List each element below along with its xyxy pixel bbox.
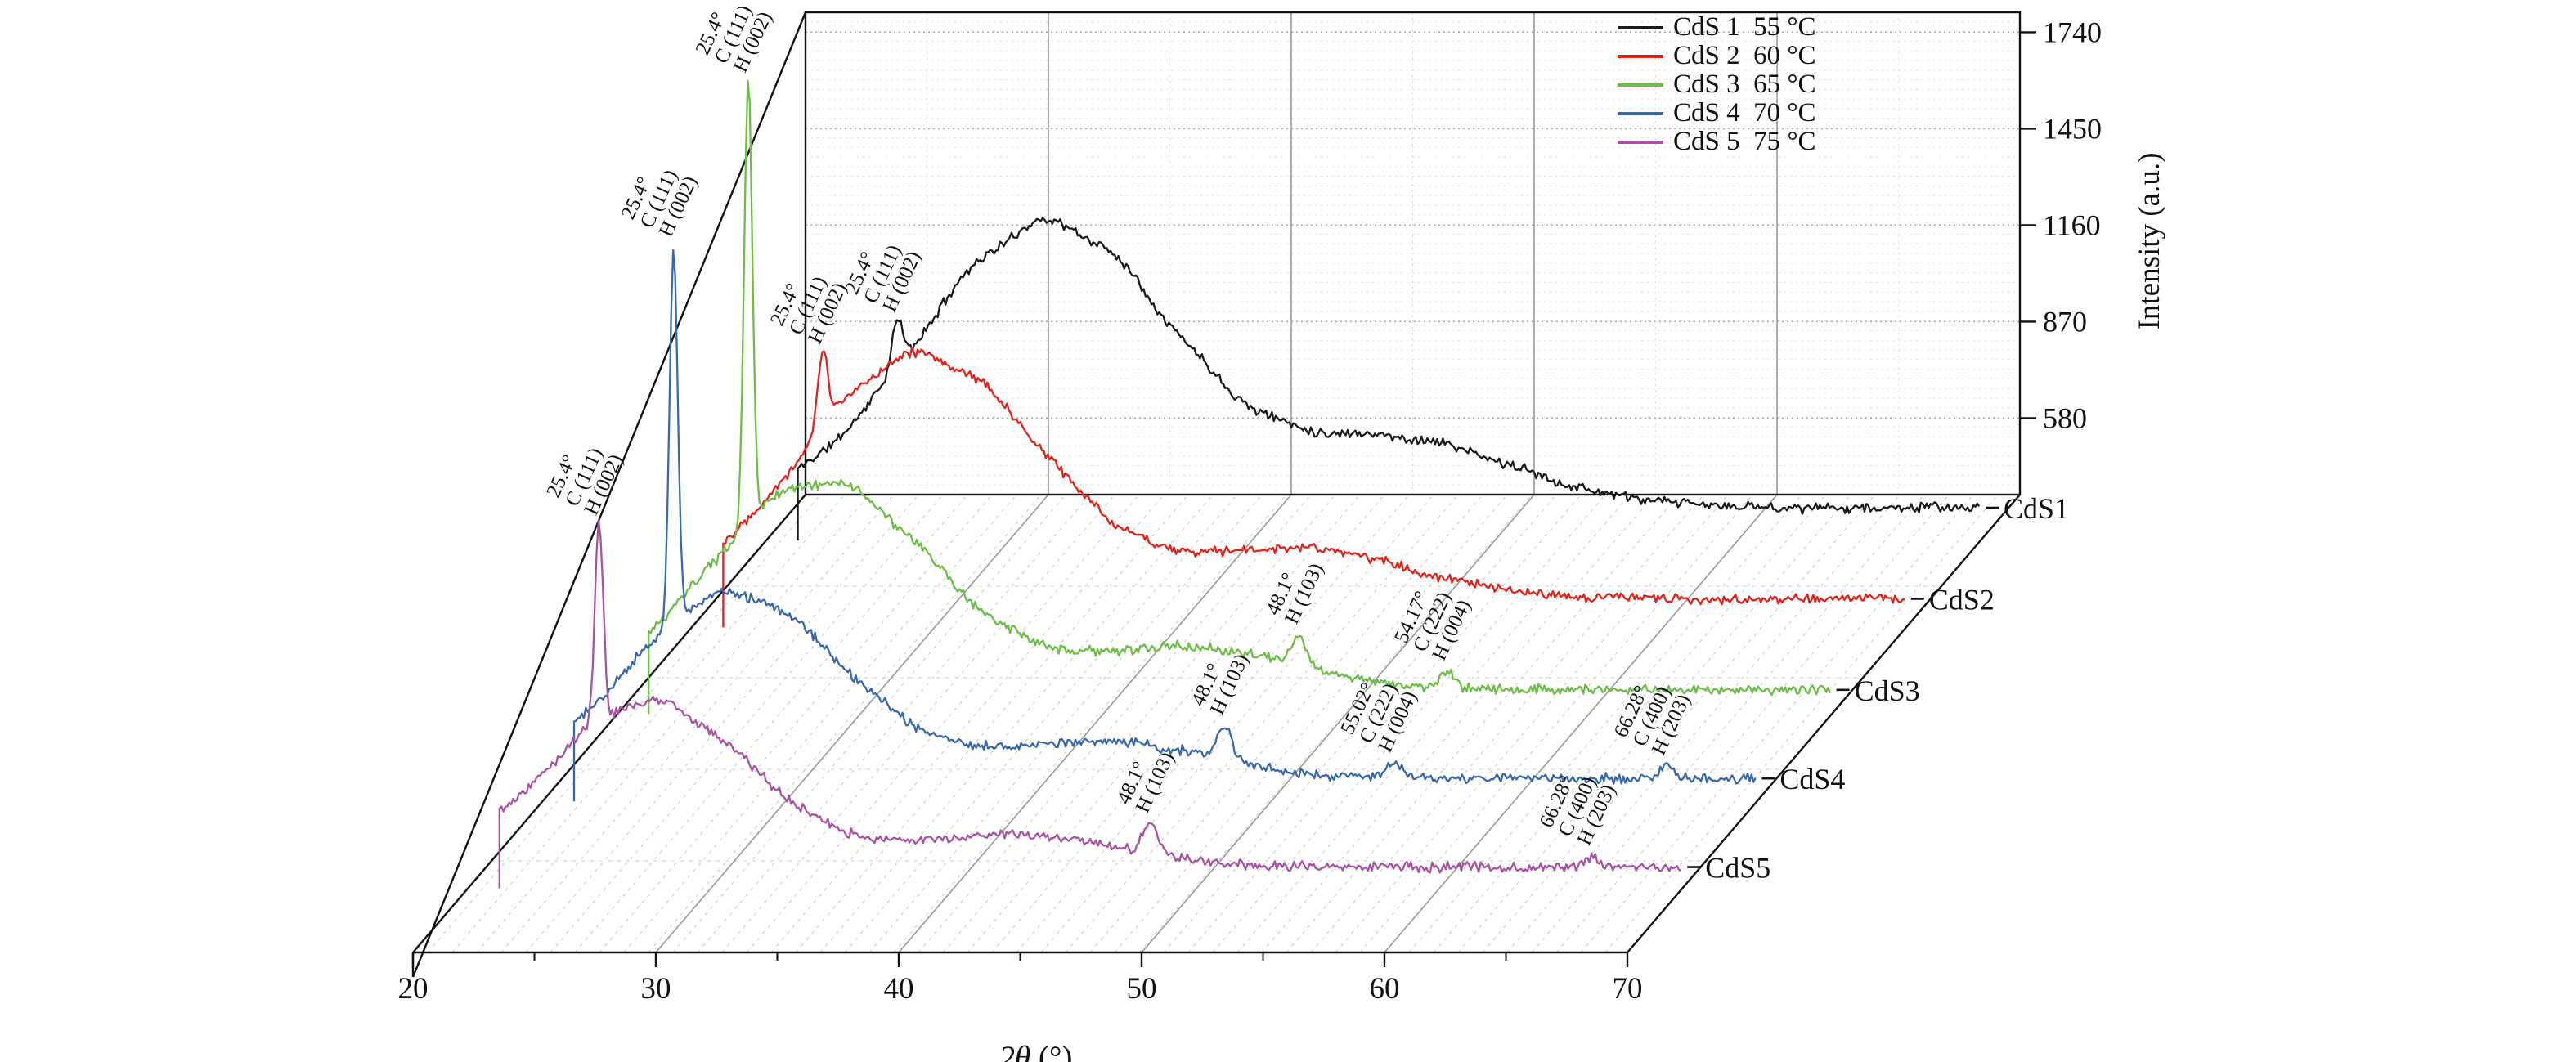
peak-annotation: 48.1°H (103) [1262, 551, 1328, 627]
legend-label: CdS 3 65 °C [1673, 69, 1816, 99]
legend-label: CdS 2 60 °C [1673, 41, 1816, 70]
legend-item-CdS4: CdS 4 70 °C [1618, 99, 1816, 128]
peak-annotations: 25.4°C (111)H (002)25.4°C (111)H (002)25… [542, 0, 1695, 849]
peak-annotation: 25.4°C (111)H (002) [692, 0, 777, 76]
xrd-curve-CdS4 [572, 249, 1757, 802]
x-axis-ticks: 20 30 40 50 60 70 [398, 952, 1643, 1006]
theta-gridline-floor [1141, 494, 1535, 953]
legend-line-swatch [1618, 111, 1663, 115]
legend: CdS 1 55 °C CdS 2 60 °C CdS 3 65 °C CdS 4 7… [1618, 13, 1816, 156]
intensity-axis: 1740 1450 1160 870 580 Intensity (a.u.) [2020, 16, 2166, 434]
xrd-curve-CdS5 [498, 518, 1681, 889]
peak-annotation: 48.1°H (103) [1187, 642, 1254, 718]
x-axis-title-symbol: 2θ [999, 1040, 1031, 1062]
theta-gridline-floor [898, 494, 1292, 953]
legend-label: CdS 4 70 °C [1673, 98, 1816, 128]
floor-right-edge [1627, 494, 2021, 953]
series-end-label-CdS1: CdS1 [2004, 492, 2069, 525]
x-tick-label: 20 [398, 972, 429, 1006]
legend-line-swatch [1618, 25, 1663, 29]
x-tick-label: 40 [884, 972, 914, 1006]
legend-item-CdS5: CdS 5 75 °C [1618, 128, 1816, 156]
legend-label: CdS 1 55 °C [1673, 12, 1816, 42]
series-end-label-CdS3: CdS3 [1855, 674, 1920, 707]
theta-gridline-floor [1384, 494, 1778, 953]
legend-line-swatch [1618, 54, 1663, 58]
intensity-tick-label: 580 [2043, 401, 2087, 434]
intensity-tick-label: 1160 [2043, 208, 2101, 241]
x-axis-title: 2θ (°) [967, 1002, 1073, 1062]
xrd-curve-CdS1 [797, 217, 1981, 540]
peak-annotation: 54.17°C (222)H (004) [1390, 579, 1475, 664]
left-wall-bottom-edge [412, 494, 806, 953]
peak-annotation: 25.4°C (111)H (002) [766, 262, 851, 347]
peak-annotation: 66.28°C (400)H (203) [1535, 764, 1620, 849]
x-tick-label: 30 [641, 972, 671, 1006]
axes-box [411, 11, 2022, 978]
legend-line-swatch [1618, 83, 1663, 87]
peak-annotation: 66.28°C (400)H (203) [1610, 674, 1695, 759]
series-end-label-CdS5: CdS5 [1705, 852, 1770, 885]
legend-line-swatch [1618, 140, 1663, 144]
intensity-tick-label: 1740 [2043, 16, 2102, 48]
x-tick-label: 70 [1613, 972, 1643, 1006]
back-wall-grid [806, 12, 2021, 495]
legend-item-CdS1: CdS 1 55 °C [1618, 13, 1816, 42]
xrd-curve-CdS3 [648, 79, 1831, 715]
x-tick-label: 60 [1370, 972, 1400, 1006]
xrd-curves [498, 79, 1981, 889]
series-end-label-CdS2: CdS2 [1929, 583, 1995, 616]
peak-annotation: 25.4°C (111)H (002) [841, 231, 926, 316]
legend-item-CdS3: CdS 3 65 °C [1618, 70, 1816, 99]
peak-annotation: 25.4°C (111)H (002) [542, 433, 627, 518]
series-end-label-CdS4: CdS4 [1779, 763, 1845, 795]
legend-item-CdS2: CdS 2 60 °C [1618, 42, 1816, 70]
intensity-tick-label: 1450 [2043, 112, 2102, 145]
x-tick-label: 50 [1127, 972, 1157, 1006]
intensity-tick-label: 870 [2043, 305, 2087, 338]
y-axis-title: Intensity (a.u.) [2133, 153, 2166, 330]
back-wall-border [804, 11, 2022, 496]
legend-label: CdS 5 75 °C [1673, 127, 1816, 156]
x-axis-title-unit: (°) [1030, 1040, 1073, 1062]
left-wall-top-edge [411, 11, 807, 978]
peak-annotation: 25.4°C (111)H (002) [617, 155, 702, 240]
xrd-curve-CdS2 [722, 347, 1905, 628]
theta-gridline-floor [655, 494, 1049, 953]
series-end-labels: CdS1 CdS2 CdS3 CdS4 CdS5 [1687, 492, 2069, 885]
